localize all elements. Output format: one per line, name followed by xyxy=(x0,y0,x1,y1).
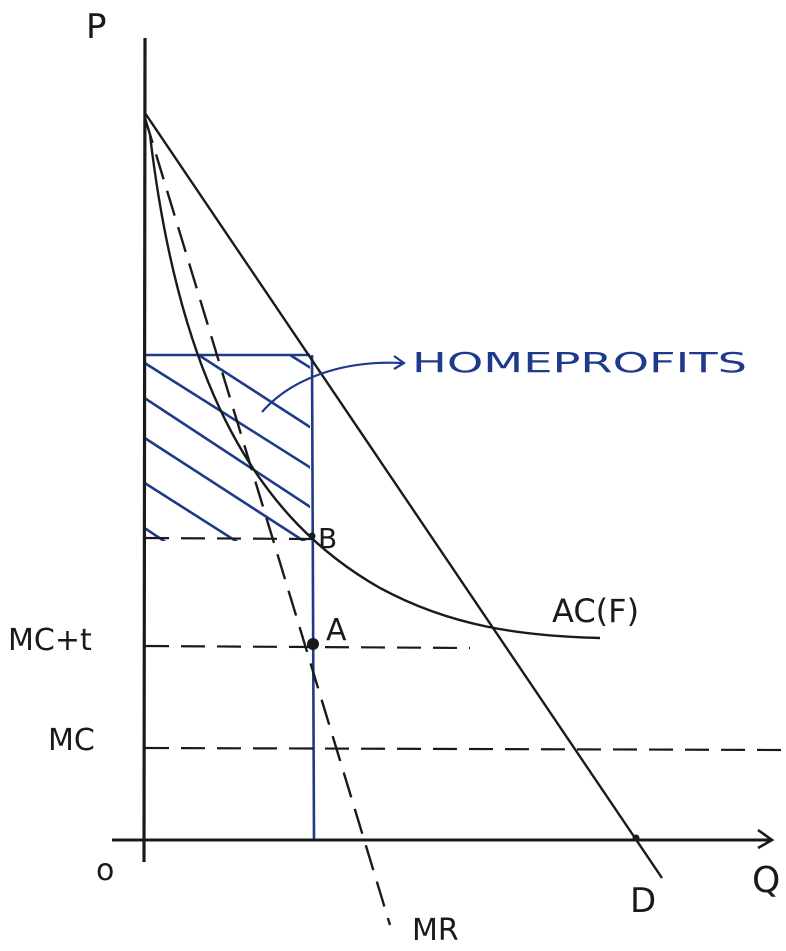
point-a-marker xyxy=(307,638,319,650)
ac-curve xyxy=(148,134,601,640)
mc-plus-t-line xyxy=(144,644,471,650)
x-axis-label: Q xyxy=(752,860,780,901)
mr-curve xyxy=(143,117,392,926)
point-b-marker xyxy=(308,532,316,540)
profits-pointer-arrow xyxy=(261,361,403,413)
profits-label: HOMEPROFITS xyxy=(412,346,747,379)
point-a-label: A xyxy=(326,613,347,648)
ac-label: AC(F) xyxy=(552,592,639,630)
demand-intercept-marker xyxy=(632,834,640,842)
demand-curve xyxy=(144,112,663,879)
x-axis-arrow xyxy=(757,828,775,850)
profits-pointer-arrowhead xyxy=(393,355,407,370)
ac-level-line xyxy=(144,536,313,541)
y-axis xyxy=(142,37,147,863)
demand-label: D xyxy=(630,881,656,921)
y-axis-label: P xyxy=(86,7,107,47)
mc-plus-t-label: MC+t xyxy=(8,623,92,658)
point-b-label: B xyxy=(318,522,337,555)
mr-label: MR xyxy=(412,913,459,948)
mc-line xyxy=(144,746,786,752)
mc-label: MC xyxy=(48,723,95,758)
profit-rectangle xyxy=(145,353,316,841)
origin-label: o xyxy=(96,853,114,888)
